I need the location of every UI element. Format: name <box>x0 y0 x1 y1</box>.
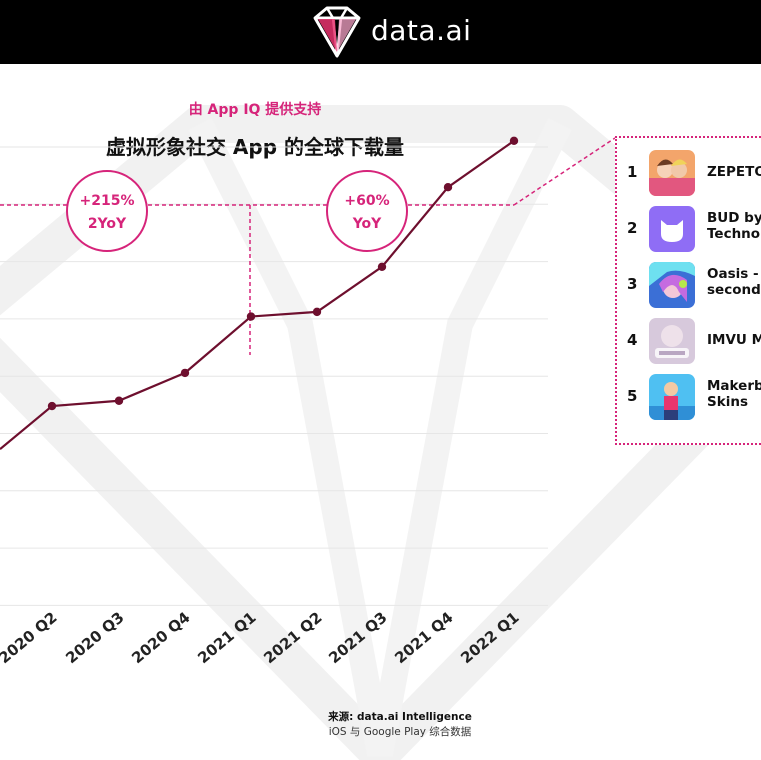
makerblox-app-icon <box>649 374 695 420</box>
source-note: iOS 与 Google Play 综合数据 <box>328 726 472 738</box>
growth-value: +60% <box>344 193 389 209</box>
data-point-2020-q2 <box>47 401 57 411</box>
diamond-logo-icon <box>313 6 361 58</box>
app-name-line: second l <box>707 282 761 298</box>
app-name-line: Skins <box>707 394 748 410</box>
app-name: Oasis - S second l <box>707 266 761 298</box>
data-point-2021-q1 <box>246 312 256 321</box>
x-tick-label: 2022 Q1 <box>457 608 522 667</box>
ranking-item: 5 Makerb Skins <box>617 372 761 422</box>
growth-label: YoY <box>352 216 382 232</box>
bud-app-icon <box>649 206 695 252</box>
rank-number: 3 <box>627 275 638 293</box>
downloads-line-chart: +215%2YoY+60%YoY 2020 Q2 2020 Q3 2020 Q4 20… <box>0 136 616 667</box>
zepeto-app-icon <box>649 150 695 196</box>
app-name: ZEPETO <box>707 164 761 180</box>
x-tick-label: 2021 Q4 <box>391 608 456 667</box>
x-tick-label: 2021 Q2 <box>260 608 325 667</box>
x-tick-label: 2020 Q3 <box>62 608 127 667</box>
x-tick-label: 2020 Q2 <box>0 608 61 667</box>
rank-number: 2 <box>627 219 638 237</box>
rank-number: 5 <box>627 387 638 405</box>
app-name-line: Oasis - S <box>707 266 761 282</box>
top-apps-ranking: 1 ZEPETO 2 BUD by Technol <box>615 136 761 445</box>
ranking-item: 4 IMVU M <box>617 316 761 366</box>
header-bar: data.ai <box>0 0 761 64</box>
data-point-2021-q4 <box>443 183 453 192</box>
app-name-line: IMVU M <box>707 332 761 348</box>
x-tick-label: 2021 Q3 <box>325 608 390 667</box>
ranking-item: 3 Oasis - S second l <box>617 260 761 310</box>
x-tick-label: 2021 Q1 <box>194 608 259 667</box>
x-tick-label: 2020 Q4 <box>128 608 193 667</box>
ranking-item: 2 BUD by Technol <box>617 204 761 254</box>
growth-bubble: +215% 2YoY <box>66 170 148 252</box>
app-name-line: Makerb <box>707 378 761 394</box>
growth-bubble: +60% YoY <box>326 170 408 252</box>
ranking-item: 1 ZEPETO <box>617 148 761 198</box>
app-name-line: BUD by <box>707 210 761 226</box>
oasis-app-icon <box>649 262 695 308</box>
imvu-app-icon <box>649 318 695 364</box>
growth-label: 2YoY <box>88 216 127 232</box>
brand-name: data.ai <box>371 14 472 47</box>
rank-number: 1 <box>627 163 638 181</box>
data-point-2021-q3 <box>377 262 387 271</box>
app-name: BUD by Technol <box>707 210 761 242</box>
data-point-2020-q3 <box>114 396 124 405</box>
data-ai-logo: data.ai <box>305 4 471 60</box>
chart-subtitle: 由 App IQ 提供支持 <box>188 102 322 118</box>
data-point-2021-q2 <box>312 307 322 317</box>
app-name: IMVU M <box>707 332 761 348</box>
data-point-2022-q1 <box>509 136 519 145</box>
guide-to-ranking <box>513 137 616 206</box>
data-point-2020-q4 <box>180 368 190 378</box>
rank-number: 4 <box>627 331 638 349</box>
app-name: Makerb Skins <box>707 378 761 410</box>
source-label: 来源: data.ai Intelligence <box>328 711 472 723</box>
app-name-line: ZEPETO <box>707 164 761 180</box>
app-name-line: Technol <box>707 226 761 242</box>
growth-value: +215% <box>80 193 135 209</box>
